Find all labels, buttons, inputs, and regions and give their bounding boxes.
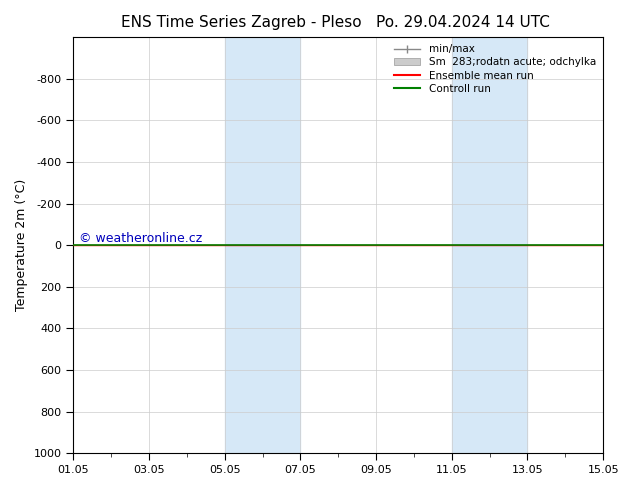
- Text: ENS Time Series Zagreb - Pleso: ENS Time Series Zagreb - Pleso: [120, 15, 361, 30]
- Bar: [224, 37, 301, 453]
- Text: © weatheronline.cz: © weatheronline.cz: [79, 232, 202, 245]
- Y-axis label: Temperature 2m (°C): Temperature 2m (°C): [15, 179, 28, 311]
- Bar: [452, 37, 527, 453]
- Legend: min/max, Sm  283;rodatn acute; odchylka, Ensemble mean run, Controll run: min/max, Sm 283;rodatn acute; odchylka, …: [390, 40, 600, 98]
- Text: Po. 29.04.2024 14 UTC: Po. 29.04.2024 14 UTC: [376, 15, 550, 30]
